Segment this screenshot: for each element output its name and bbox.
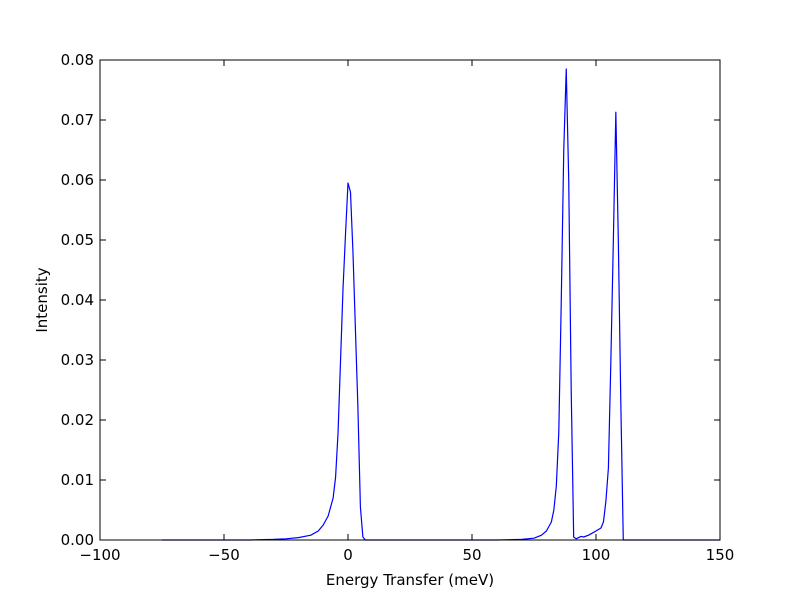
y-tick-label: 0.01 xyxy=(61,471,94,489)
x-tick-label: 100 xyxy=(582,546,611,564)
y-tick-label: 0.04 xyxy=(61,291,94,309)
y-axis-label: Intensity xyxy=(33,267,51,332)
y-tick-label: 0.03 xyxy=(61,351,94,369)
plot-frame xyxy=(99,59,721,541)
y-tick-label: 0.06 xyxy=(61,171,94,189)
x-tick-label: −50 xyxy=(208,546,240,564)
series-layer xyxy=(162,68,720,541)
x-tick-label: 0 xyxy=(343,546,353,564)
y-tick-label: 0.08 xyxy=(61,51,94,69)
x-tick-label: 150 xyxy=(706,546,735,564)
series-line xyxy=(162,68,720,541)
y-tick-label: 0.05 xyxy=(61,231,94,249)
y-tick-label: 0.07 xyxy=(61,111,94,129)
x-tick-label: 50 xyxy=(462,546,481,564)
y-tick-label: 0.02 xyxy=(61,411,94,429)
x-tick-label: −100 xyxy=(79,546,120,564)
x-axis-label: Energy Transfer (meV) xyxy=(326,571,494,589)
plot-area xyxy=(100,60,720,540)
y-tick-label: 0.00 xyxy=(61,531,94,549)
